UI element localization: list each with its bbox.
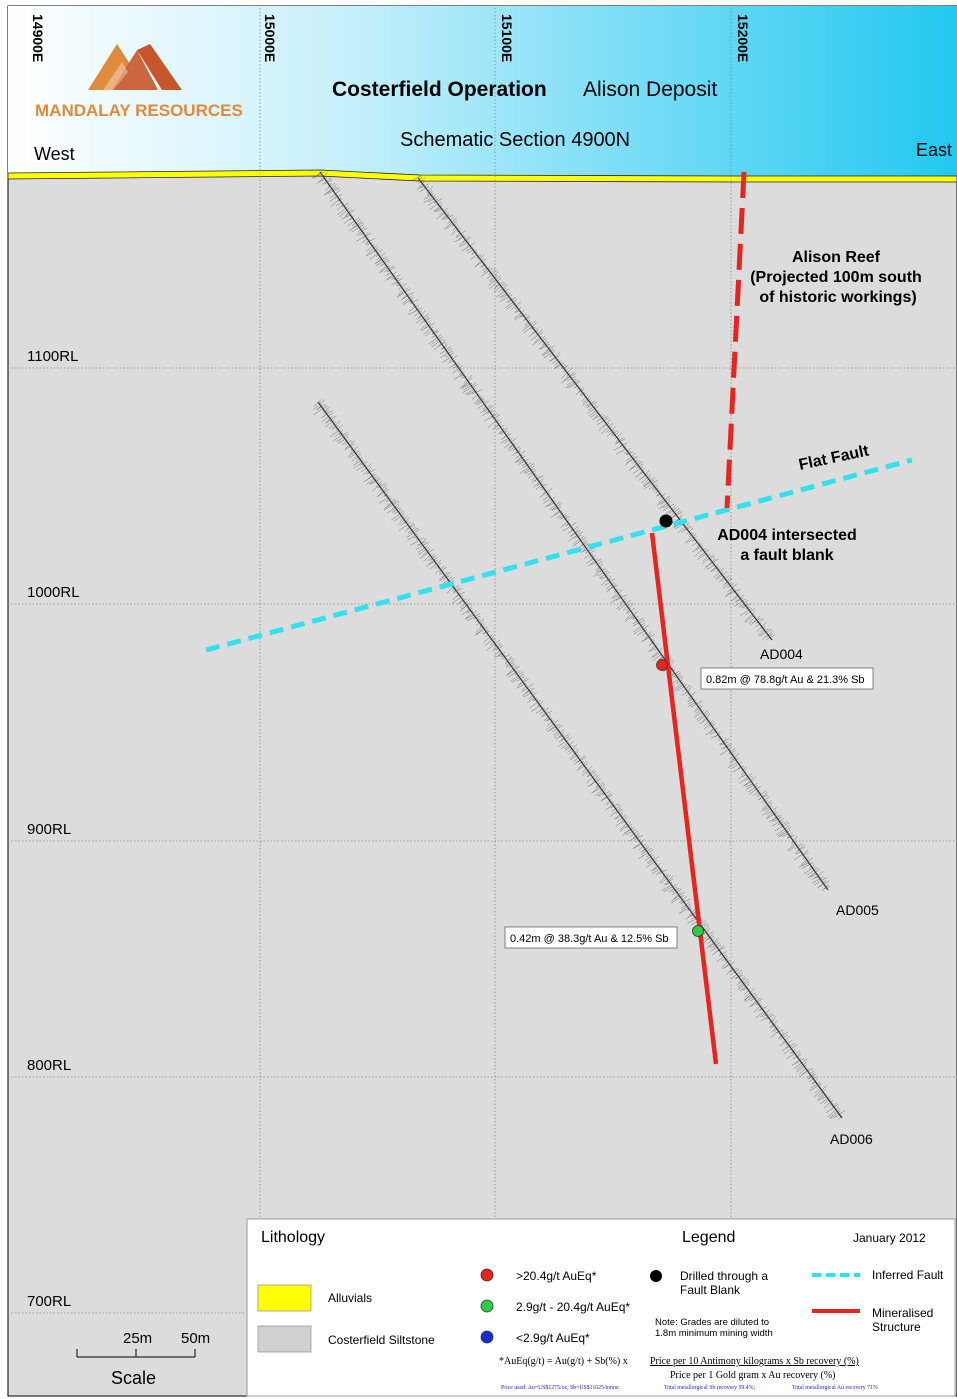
intersect-label-line2: a fault blank — [740, 547, 833, 564]
alison-reef-projected-line — [724, 171, 747, 509]
rl-1100: 1100RL — [27, 348, 78, 365]
siltstone-swatch — [257, 1325, 312, 1353]
label-east: East — [916, 140, 952, 160]
rl-1000: 1000RL — [27, 584, 80, 601]
sky-area — [8, 6, 957, 176]
grade-mid-icon — [480, 1299, 494, 1313]
mandalay-logo-icon — [88, 44, 182, 90]
au-recovery-note: Total metallurgical Au recovery 71% — [792, 1385, 878, 1391]
drilled-label-line1: Drilled through a — [680, 1269, 768, 1283]
alluvials-label: Alluvials — [328, 1291, 372, 1305]
grade-high-icon — [480, 1268, 494, 1282]
intercept-text-ad004: 0.82m @ 78.8g/t Au & 21.3% Sb — [706, 674, 865, 686]
flat-fault-line — [205, 457, 913, 653]
intercept-text-ad006: 0.42m @ 38.3g/t Au & 12.5% Sb — [510, 933, 669, 945]
drilled-label-line2: Fault Blank — [680, 1283, 741, 1297]
rl-800: 800RL — [27, 1057, 71, 1074]
easting-14900e: 14900E — [30, 14, 46, 62]
scale-25m: 25m — [123, 1330, 152, 1347]
scale-label: Scale — [111, 1368, 156, 1388]
siltstone-label: Costerfield Siltstone — [328, 1333, 435, 1347]
reef-label-line2: (Projected 100m south — [750, 269, 922, 286]
alluvial-layer — [7, 169, 957, 183]
grade-high-label: >20.4g/t AuEq* — [516, 1269, 597, 1283]
reef-label-line1: Alison Reef — [792, 249, 881, 266]
grade-low-label: <2.9g/t AuEq* — [516, 1331, 590, 1345]
high-grade-marker — [656, 659, 668, 671]
note-line1: Note: Grades are diluted to — [655, 1317, 769, 1328]
header-subtitle: Schematic Section 4900N — [400, 129, 630, 151]
mineralised-label-line2: Structure — [872, 1320, 921, 1334]
alluvials-swatch — [257, 1284, 312, 1312]
formula-numerator: Price per 10 Antimony kilograms x Sb rec… — [650, 1356, 859, 1367]
lithology-title: Lithology — [261, 1229, 325, 1246]
price-note: Price used: Au=US$1275/oz, Sb=US$11625/t… — [501, 1384, 620, 1391]
drilled-fault-blank-icon — [650, 1270, 662, 1282]
intercept-box-ad006 — [504, 926, 678, 949]
grade-low-icon — [480, 1330, 494, 1344]
company-name: MANDALAY RESOURCES — [35, 101, 243, 120]
reef-label-line3: of historic workings) — [759, 289, 916, 306]
grid — [8, 8, 957, 1395]
drillhole-ad005-trace — [312, 169, 831, 891]
mineralised-label-line1: Mineralised — [872, 1306, 933, 1320]
sb-recovery-note: Total metallurgical Sb recovery 59.4%; — [664, 1385, 755, 1391]
rl-900: 900RL — [27, 821, 71, 838]
intercept-box-ad004 — [700, 667, 874, 690]
easting-15200e: 15200E — [735, 14, 751, 62]
hole-label-ad006: AD006 — [830, 1131, 873, 1147]
mineralised-structure-line — [649, 532, 719, 1065]
header-title: Costerfield Operation — [332, 78, 547, 101]
rl-700: 700RL — [27, 1293, 71, 1310]
hole-label-ad005: AD005 — [836, 902, 879, 918]
legend-title: Legend — [682, 1229, 735, 1246]
note-line2: 1.8m minimum mining width — [655, 1328, 773, 1339]
formula-left: *AuEq(g/t) = Au(g/t) + Sb(%) x — [499, 1356, 628, 1367]
fault-blank-marker — [659, 514, 673, 528]
drillhole-ad006-trace — [313, 399, 845, 1120]
inferred-fault-label: Inferred Fault — [872, 1268, 944, 1282]
easting-15000e: 15000E — [262, 14, 278, 62]
legend-panel: Lithology Legend January 2012 Alluvials … — [246, 1218, 956, 1397]
intersect-label-line1: AD004 intersected — [717, 527, 857, 544]
easting-15100e: 15100E — [499, 14, 515, 62]
header-deposit: Alison Deposit — [583, 78, 717, 101]
mid-grade-marker — [692, 925, 704, 937]
formula-denominator: Price per 1 Gold gram x Au recovery (%) — [670, 1370, 836, 1381]
legend-date: January 2012 — [853, 1231, 926, 1245]
scale-bar — [76, 1349, 196, 1358]
grade-mid-label: 2.9g/t - 20.4g/t AuEq* — [516, 1300, 630, 1314]
label-west: West — [34, 144, 75, 164]
scale-50m: 50m — [181, 1330, 210, 1347]
drillhole-ad004-trace — [411, 175, 775, 641]
hole-label-ad004: AD004 — [760, 646, 803, 662]
ground-area — [7, 5, 957, 1397]
